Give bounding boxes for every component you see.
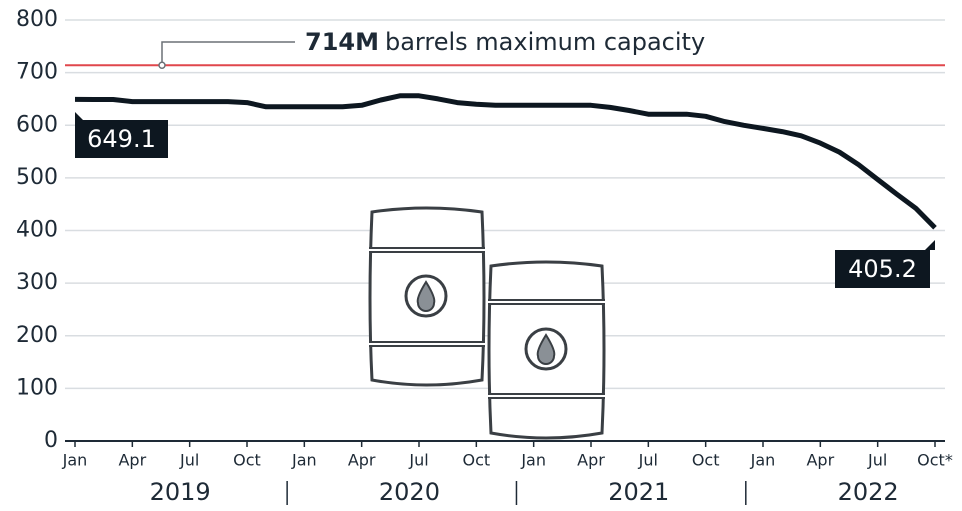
- y-tick-label: 0: [44, 428, 58, 453]
- x-tick-label: Oct: [462, 451, 490, 470]
- x-tick-label: Oct: [692, 451, 720, 470]
- reference-value: 714M: [305, 28, 379, 56]
- x-tick-label: Oct*: [917, 451, 953, 470]
- x-tick-label: Oct: [233, 451, 261, 470]
- barrel-illustration: [369, 208, 605, 438]
- y-tick-label: 700: [16, 60, 58, 85]
- year-label: 2021: [608, 478, 669, 506]
- x-tick-label: Jul: [408, 451, 428, 470]
- label-pointer: [925, 240, 935, 250]
- data-label: 649.1: [87, 125, 156, 153]
- y-tick-label: 200: [16, 323, 58, 348]
- y-tick-label: 600: [16, 112, 58, 137]
- annotation-dot: [159, 62, 165, 68]
- y-tick-label: 400: [16, 218, 58, 243]
- reference-text: barrels maximum capacity: [385, 28, 705, 56]
- y-tick-label: 500: [16, 165, 58, 190]
- x-tick-label: Jan: [62, 451, 88, 470]
- x-tick-label: Apr: [348, 451, 376, 470]
- x-tick-label: Jan: [750, 451, 776, 470]
- y-tick-label: 100: [16, 375, 58, 400]
- x-tick-label: Apr: [577, 451, 605, 470]
- chart: 0 100 200 300 400 500 600 700 800 Jan Apr Jul Oct Ja…: [0, 0, 962, 511]
- data-line: [75, 96, 935, 228]
- x-tick-label: Jul: [867, 451, 887, 470]
- x-tick-label: Apr: [806, 451, 834, 470]
- x-tick-label: Jan: [291, 451, 317, 470]
- y-tick-label: 800: [16, 7, 58, 32]
- x-tick-label: Jul: [179, 451, 199, 470]
- annotation-connector: [162, 42, 295, 65]
- x-tick-label: Apr: [118, 451, 146, 470]
- year-label: 2019: [150, 478, 211, 506]
- year-label: 2020: [379, 478, 440, 506]
- data-label: 405.2: [848, 255, 917, 283]
- y-tick-label: 300: [16, 270, 58, 295]
- x-tick-label: Jan: [520, 451, 546, 470]
- x-tick-label: Jul: [638, 451, 658, 470]
- year-label: 2022: [838, 478, 899, 506]
